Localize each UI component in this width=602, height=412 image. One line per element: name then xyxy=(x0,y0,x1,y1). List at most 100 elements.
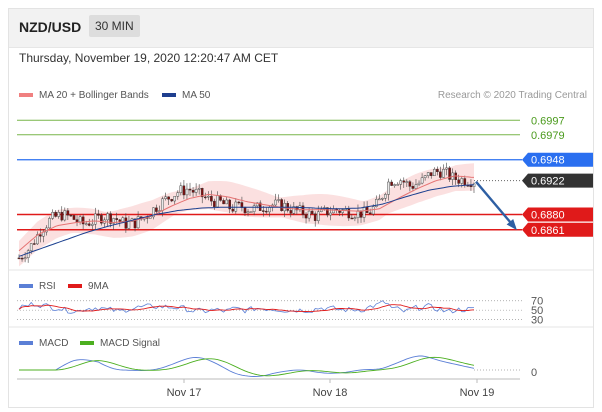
level-label-0.6979: 0.6979 xyxy=(531,130,565,142)
candle xyxy=(191,189,195,193)
candle xyxy=(289,210,293,214)
forecast-arrow-head xyxy=(506,219,517,231)
candle xyxy=(252,205,256,212)
candle xyxy=(332,208,335,214)
candle xyxy=(118,219,122,222)
candle xyxy=(378,198,381,201)
candle xyxy=(320,208,323,212)
candle xyxy=(341,209,345,213)
legend-ma50: MA 50 xyxy=(182,90,211,101)
candle xyxy=(472,183,476,187)
candle xyxy=(442,168,445,178)
candle xyxy=(243,207,247,214)
candle xyxy=(17,257,21,260)
candle xyxy=(210,195,213,202)
x-tick-label: Nov 19 xyxy=(460,387,495,399)
research-credit: Research © 2020 Trading Central xyxy=(438,90,587,101)
macd-signal-line xyxy=(19,356,475,377)
candle xyxy=(408,181,412,187)
level-tag-0.6922 xyxy=(522,173,593,188)
candle xyxy=(167,196,170,200)
candle xyxy=(23,257,27,259)
candle xyxy=(359,210,363,218)
legend-swatch-ma20 xyxy=(19,93,33,97)
candle xyxy=(173,196,177,202)
candle xyxy=(445,167,448,170)
level-label-0.6997: 0.6997 xyxy=(531,115,565,127)
candle xyxy=(152,207,155,218)
candle xyxy=(179,185,183,193)
candle xyxy=(249,211,253,213)
candle xyxy=(29,243,33,251)
candle xyxy=(368,212,372,215)
chart-frame: NZD/USD 30 MIN Thursday, November 19, 20… xyxy=(8,8,594,408)
price-plot: 0.6997 0.6979 0.6948 0.6922 0.6880 0.6861 xyxy=(17,115,593,267)
candle xyxy=(460,178,464,184)
candle xyxy=(161,198,164,211)
candle xyxy=(26,250,30,258)
candle xyxy=(155,207,158,212)
candle xyxy=(60,211,64,221)
candle xyxy=(63,210,67,221)
level-tag-0.6861 xyxy=(522,222,593,237)
candle xyxy=(87,223,91,226)
candle xyxy=(353,217,357,220)
legend-ma20: MA 20 + Bollinger Bands xyxy=(39,90,149,101)
candle xyxy=(222,200,225,205)
candle xyxy=(429,172,433,176)
level-label-0.6948: 0.6948 xyxy=(531,155,565,167)
candle xyxy=(292,206,296,214)
candle xyxy=(109,213,112,224)
candle xyxy=(39,234,42,237)
candle xyxy=(246,211,250,214)
candle xyxy=(197,187,201,190)
candle xyxy=(426,172,430,176)
candle xyxy=(301,205,305,215)
chart-datetime: Thursday, November 19, 2020 12:20:47 AM … xyxy=(19,51,279,65)
ma20-line xyxy=(18,175,475,252)
candle xyxy=(457,179,461,184)
candle xyxy=(112,218,115,224)
candle xyxy=(115,218,118,220)
macd-line xyxy=(19,355,475,377)
candle xyxy=(448,167,451,180)
candle xyxy=(90,223,94,226)
candle xyxy=(75,219,79,223)
level-label-0.6922: 0.6922 xyxy=(531,176,565,188)
candle xyxy=(387,181,390,195)
candle xyxy=(375,199,378,207)
candle xyxy=(84,223,88,225)
forecast-arrow xyxy=(475,180,516,229)
candle xyxy=(274,199,277,206)
chart-header: NZD/USD 30 MIN xyxy=(9,9,593,48)
timeframe-badge[interactable]: 30 MIN xyxy=(89,15,140,37)
legend-swatch-macd xyxy=(19,341,33,345)
legend-9ma: 9MA xyxy=(88,281,109,292)
candle xyxy=(381,197,384,200)
candle xyxy=(405,181,409,183)
candle xyxy=(307,210,311,219)
level-tag-0.6948 xyxy=(522,152,593,167)
candle xyxy=(344,208,348,211)
candle xyxy=(356,210,360,218)
candle xyxy=(182,185,186,196)
candle xyxy=(399,180,403,185)
candle xyxy=(124,217,128,229)
candle xyxy=(203,196,207,199)
candle xyxy=(237,201,241,204)
level-label-0.6880: 0.6880 xyxy=(531,210,565,222)
candle xyxy=(69,214,73,217)
candle xyxy=(72,215,76,220)
candle xyxy=(295,206,299,211)
candle xyxy=(54,211,57,217)
candle xyxy=(329,212,332,216)
candle xyxy=(213,200,216,208)
x-axis: Nov 17 Nov 18 Nov 19 xyxy=(167,379,495,399)
level-label-0.6861: 0.6861 xyxy=(531,225,565,237)
candle xyxy=(234,201,238,212)
candle xyxy=(423,175,427,178)
candle xyxy=(280,199,283,212)
candle xyxy=(97,213,100,216)
legend-swatch-rsi xyxy=(19,284,33,288)
